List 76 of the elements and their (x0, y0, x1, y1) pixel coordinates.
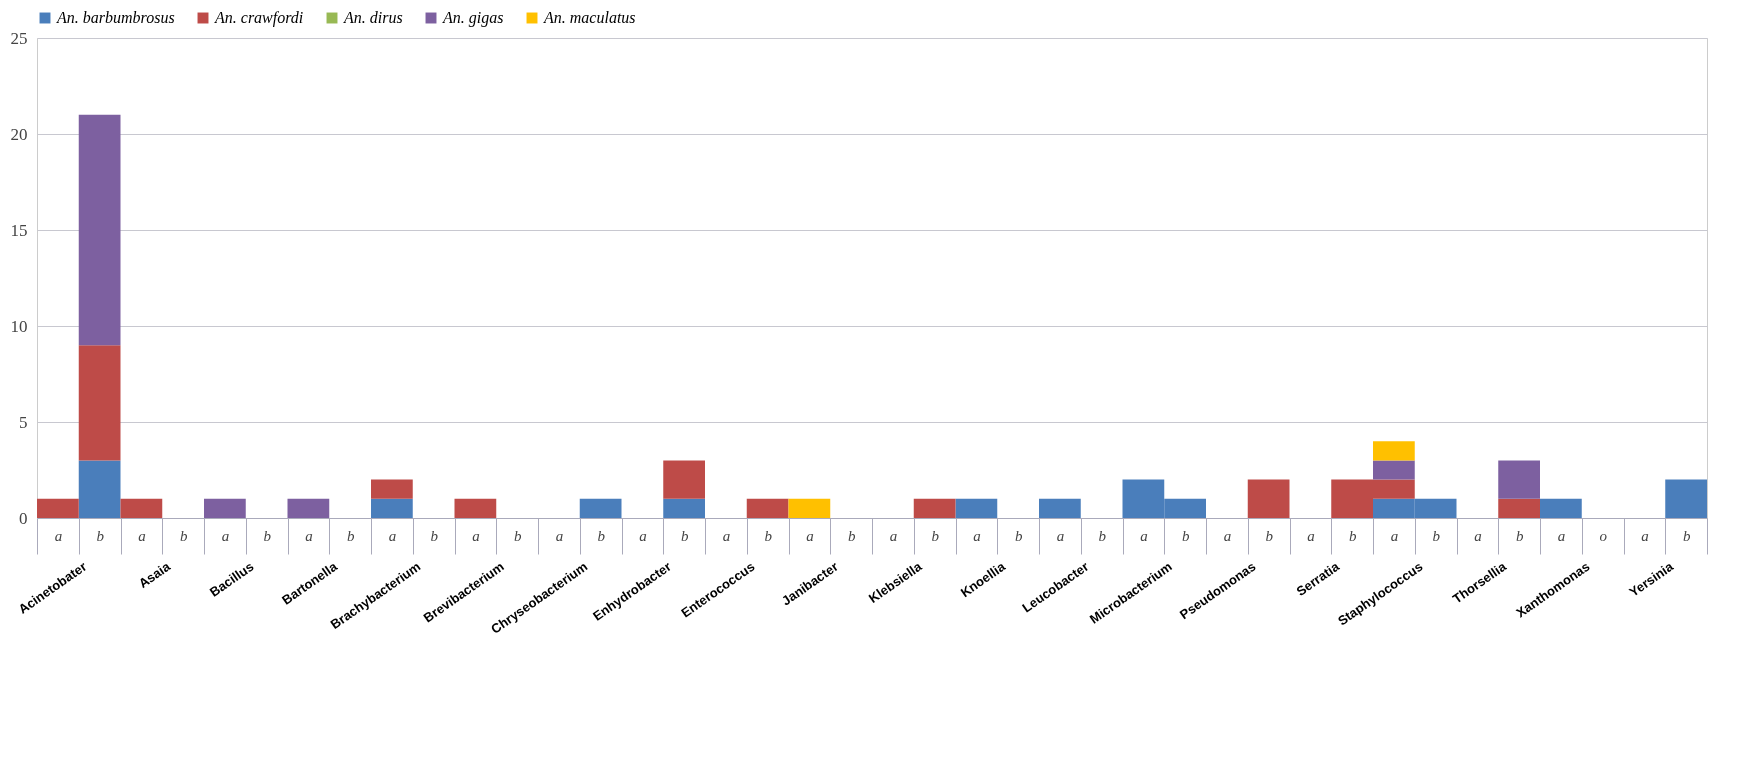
y-tick-label: 5 (19, 412, 28, 432)
x-tick-label: b (430, 527, 439, 544)
y-tick-label: 25 (10, 28, 28, 48)
bar (1540, 498, 1582, 518)
x-tick-label: a (973, 527, 981, 544)
legend-label: An. gigas (442, 9, 504, 27)
bar (1373, 460, 1415, 480)
legend-label: An. dirus (343, 9, 403, 26)
x-tick-label: a (1223, 527, 1232, 544)
x-tick-label: b (513, 527, 522, 544)
x-tick-label: a (1557, 527, 1566, 544)
bar (955, 498, 998, 518)
x-tick-label: a (305, 527, 313, 544)
x-tick-label: a (1641, 527, 1649, 544)
bar (371, 479, 413, 499)
legend-label: An. maculatus (543, 9, 636, 26)
legend-label: An. barbumbrosus (56, 9, 175, 26)
bar (663, 498, 705, 518)
x-tick-label: b (346, 527, 355, 544)
x-tick-label: a (1307, 527, 1315, 544)
x-tick-label: b (931, 527, 940, 544)
x-tick-label: b (1014, 527, 1023, 544)
bar (37, 498, 79, 518)
bar (1498, 460, 1540, 499)
x-tick-label: a (1056, 527, 1065, 544)
bar (746, 498, 789, 518)
x-tick-label: a (806, 527, 814, 544)
x-tick-label: o (1599, 527, 1608, 544)
bar (287, 498, 330, 518)
bar (371, 498, 413, 518)
bar (913, 498, 956, 518)
legend-label: An. crawfordi (214, 9, 304, 27)
x-tick-label: b (179, 527, 188, 544)
bar (78, 345, 121, 461)
x-tick-label: b (1098, 527, 1107, 544)
y-tick-label: 10 (10, 316, 28, 336)
y-tick-label: 20 (10, 124, 28, 144)
x-tick-label: a (472, 527, 480, 544)
x-tick-label: b (847, 527, 856, 544)
x-tick-label: b (1265, 527, 1274, 544)
x-tick-label: b (1181, 527, 1190, 544)
bar (204, 498, 246, 518)
x-tick-label: b (1515, 527, 1524, 544)
bar (1373, 441, 1415, 461)
bar (788, 498, 831, 518)
x-tick-label: a (1140, 527, 1148, 544)
y-tick-label: 0 (19, 508, 28, 528)
bar (663, 460, 705, 499)
bar (1665, 479, 1707, 518)
x-tick-label: a (388, 527, 397, 544)
x-tick-label: b (1432, 527, 1441, 544)
x-tick-label: b (764, 527, 773, 544)
x-tick-label: b (96, 527, 105, 544)
x-tick-label: a (889, 527, 898, 544)
bar (120, 498, 163, 518)
bar (1039, 498, 1081, 518)
x-tick-label: b (263, 527, 272, 544)
bar (78, 460, 121, 518)
x-tick-label: a (722, 527, 731, 544)
x-tick-label: b (680, 527, 689, 544)
x-tick-label: b (1348, 527, 1357, 544)
x-tick-label: a (555, 527, 564, 544)
bar (579, 498, 622, 518)
x-tick-label: b (597, 527, 606, 544)
x-tick-label: b (1682, 527, 1691, 544)
x-tick-label: a (1474, 527, 1482, 544)
y-tick-label: 15 (10, 220, 28, 240)
x-tick-label: a (138, 527, 146, 544)
bar (454, 498, 497, 518)
x-tick-label: a (639, 527, 647, 544)
bar (1498, 498, 1540, 518)
x-tick-label: a (221, 527, 230, 544)
bar (1247, 479, 1290, 518)
x-tick-label: a (54, 527, 63, 544)
x-tick-label: a (1390, 527, 1399, 544)
bar (78, 114, 121, 346)
